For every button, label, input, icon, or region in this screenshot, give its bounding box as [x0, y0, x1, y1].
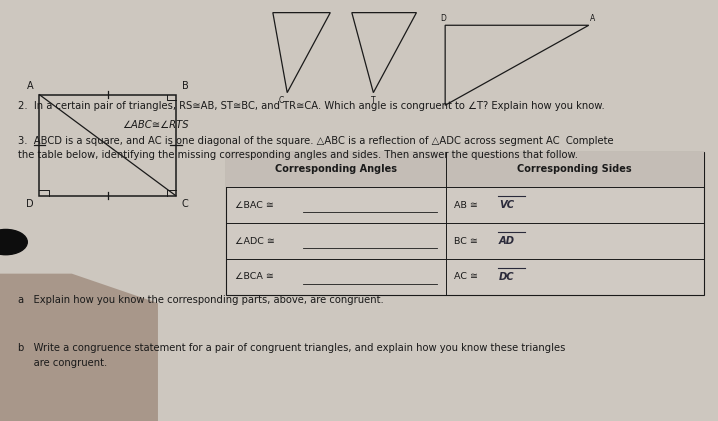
Text: 3.  ABCD is a square, and AC is one diagonal of the square. △ABC is a reflection: 3. ABCD is a square, and AC is one diago… [18, 136, 614, 146]
Text: ∠ADC ≅: ∠ADC ≅ [235, 237, 275, 245]
Text: a   Explain how you know the corresponding parts, above, are congruent.: a Explain how you know the corresponding… [18, 295, 383, 305]
Text: BC ≅: BC ≅ [454, 237, 478, 245]
Circle shape [0, 229, 27, 255]
Text: DC: DC [499, 272, 515, 282]
Text: VC: VC [499, 200, 514, 210]
Text: AC ≅: AC ≅ [454, 272, 478, 281]
Text: A: A [27, 81, 34, 91]
Bar [226, 152, 704, 187]
Text: 2.  In a certain pair of triangles, RS≅AB, ST≅BC, and TR≅CA. Which angle is cong: 2. In a certain pair of triangles, RS≅AB… [18, 101, 605, 111]
Text: ∠ABC≅∠RTS: ∠ABC≅∠RTS [122, 120, 189, 130]
Text: D: D [440, 14, 446, 23]
Text: Corresponding Sides: Corresponding Sides [518, 165, 632, 174]
Text: A: A [589, 14, 595, 23]
Text: C: C [182, 199, 188, 209]
Text: b   Write a congruence statement for a pair of congruent triangles, and explain : b Write a congruence statement for a pai… [18, 343, 565, 353]
Text: AB ≅: AB ≅ [454, 201, 478, 210]
Text: T: T [371, 96, 376, 104]
Polygon shape [0, 274, 158, 421]
Text: the table below, identifying the missing corresponding angles and sides. Then an: the table below, identifying the missing… [18, 150, 578, 160]
Text: C: C [279, 96, 284, 104]
Bar [226, 152, 704, 295]
Text: D: D [26, 199, 34, 209]
Bar [39, 95, 176, 196]
Text: AD: AD [499, 236, 515, 246]
Text: ∠BAC ≅: ∠BAC ≅ [235, 201, 274, 210]
Text: are congruent.: are congruent. [18, 358, 107, 368]
Text: Corresponding Angles: Corresponding Angles [275, 165, 397, 174]
Text: B: B [182, 81, 188, 91]
Text: ∠BCA ≅: ∠BCA ≅ [235, 272, 274, 281]
